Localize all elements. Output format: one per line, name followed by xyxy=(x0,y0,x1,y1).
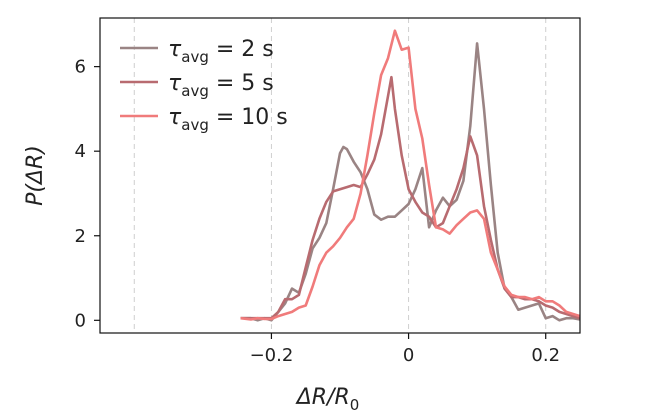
legend-entry-label: τavg = 10 s xyxy=(168,105,288,134)
series-line xyxy=(240,42,581,322)
legend-entry-label: τavg = 2 s xyxy=(168,37,274,66)
x-axis-ticks: −0.2 0 0.2 xyxy=(250,333,560,366)
reference-lines xyxy=(133,18,547,333)
series-line xyxy=(240,75,581,320)
x-tick-label: −0.2 xyxy=(250,345,294,366)
y-tick-label: 0 xyxy=(75,310,86,331)
series-group xyxy=(240,29,581,322)
x-axis-label: ΔR/R0 xyxy=(295,385,360,414)
legend-entry-label: τavg = 5 s xyxy=(168,71,274,100)
plot-frame xyxy=(99,17,581,334)
y-axis-ticks: 0 2 4 6 xyxy=(75,57,100,331)
y-tick-label: 6 xyxy=(75,57,86,78)
y-tick-label: 4 xyxy=(75,141,86,162)
x-axis-label-sub: 0 xyxy=(350,396,360,414)
legend: τavg = 2 s τavg = 5 s τavg = 10 s xyxy=(120,37,288,134)
y-tick-label: 2 xyxy=(75,226,86,247)
series-line xyxy=(240,29,581,321)
x-tick-label: 0 xyxy=(403,345,414,366)
x-axis-label-main: ΔR/R xyxy=(295,385,350,410)
x-tick-label: 0.2 xyxy=(531,345,560,366)
y-axis-label: P(ΔR) xyxy=(23,145,48,206)
